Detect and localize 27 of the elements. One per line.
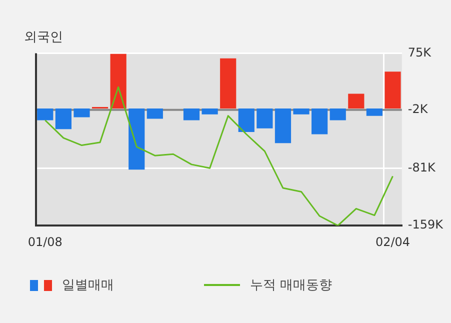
y-tick-label: 75K [408, 45, 432, 60]
legend-label: 누적 매매동향 [250, 277, 332, 294]
bar [348, 94, 364, 108]
y-tick-label: -2K [408, 102, 429, 116]
bar [74, 108, 90, 118]
bar [128, 108, 145, 170]
bar [202, 108, 218, 114]
bar [366, 108, 383, 116]
x-tick-label: 01/08 [28, 234, 62, 249]
bar [146, 108, 163, 119]
y-tick-label: -81K [408, 160, 436, 174]
bar [330, 108, 346, 120]
chart-title: 외국인 [24, 29, 63, 46]
legend-label: 일별매매 [62, 277, 114, 294]
bar [256, 108, 273, 128]
bar [312, 108, 328, 134]
y-tick-label: -159K [408, 218, 444, 232]
bar [293, 108, 310, 114]
bar [384, 72, 401, 108]
bar [110, 54, 126, 108]
x-tick-label: 02/04 [375, 234, 410, 249]
bar [55, 108, 72, 130]
bar [37, 108, 54, 120]
bar [238, 108, 254, 132]
bar [183, 108, 200, 120]
bar [274, 108, 292, 144]
bar [220, 58, 236, 108]
